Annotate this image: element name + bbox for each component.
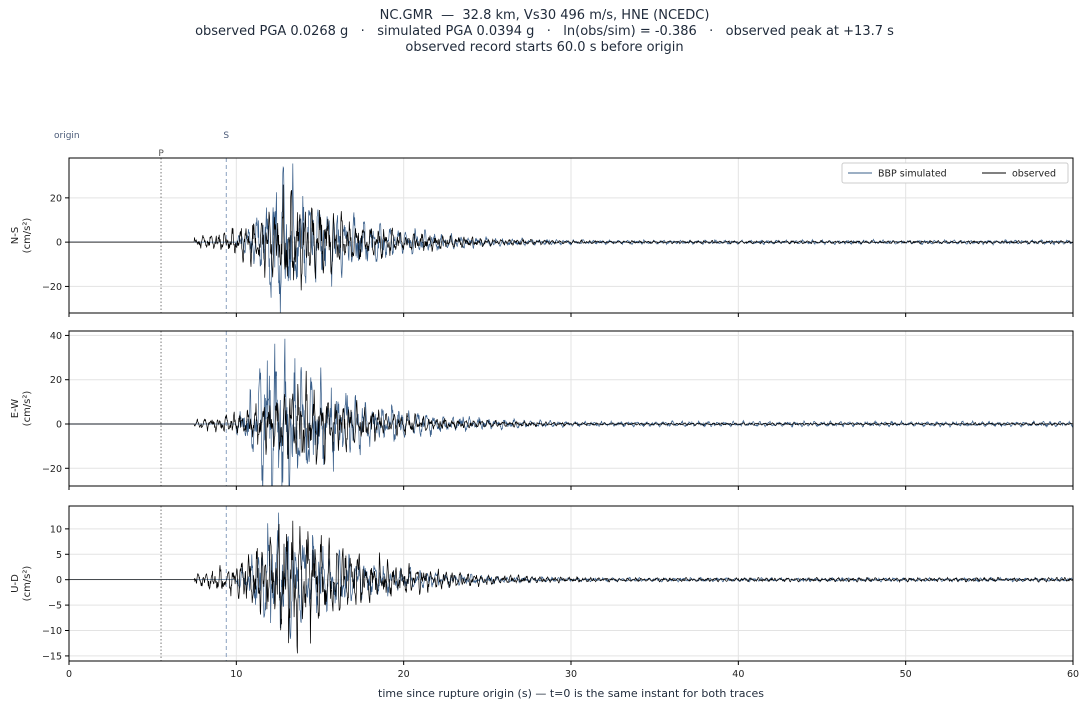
y-tick-label: −15 xyxy=(42,651,62,662)
y-tick-label: 20 xyxy=(50,193,62,204)
title-line-1: NC.GMR — 32.8 km, Vs30 496 m/s, HNE (NCE… xyxy=(379,8,710,23)
legend-label-observed: observed xyxy=(1012,169,1056,180)
x-tick-label: 20 xyxy=(398,669,410,680)
y-tick-label: 0 xyxy=(56,238,62,249)
y-axis-label: E-W xyxy=(10,399,21,419)
y-tick-label: −20 xyxy=(42,464,62,475)
panel-e-w: −20 0 20 40 E-W (cm/s²) xyxy=(10,330,1074,490)
p-marker-label: P xyxy=(158,149,164,159)
y-axis-label: U-D xyxy=(10,574,21,593)
y-tick-label: 0 xyxy=(56,575,62,586)
y-axis-unit-label: (cm/s²) xyxy=(22,391,33,427)
y-tick-label: −10 xyxy=(42,626,62,637)
x-tick-label: 40 xyxy=(732,669,744,680)
chart-title: NC.GMR — 32.8 km, Vs30 496 m/s, HNE (NCE… xyxy=(0,8,1089,56)
s-marker-label: S xyxy=(223,131,229,141)
x-tick-label: 50 xyxy=(900,669,912,680)
panel-n-s: −20 0 20 N-S (cm/s²) BBP simulated observed xyxy=(10,157,1074,317)
x-tick-label: 10 xyxy=(230,669,242,680)
trace-bbp-simulated xyxy=(69,512,1073,639)
y-tick-label: 10 xyxy=(50,524,62,535)
y-axis-unit-label: (cm/s²) xyxy=(22,566,33,602)
panel-u-d: −15 −10 −5 0 5 10 0 10 20 30 40 50 60 U-D (cm/s²) xyxy=(10,505,1079,680)
y-axis-unit-label: (cm/s²) xyxy=(22,218,33,254)
legend-box xyxy=(841,162,1069,184)
y-tick-label: −5 xyxy=(48,601,62,612)
trace-observed xyxy=(69,184,1073,291)
y-axis-label: N-S xyxy=(10,227,21,244)
y-tick-label: 0 xyxy=(56,420,62,431)
x-tick-label: 30 xyxy=(565,669,577,680)
y-tick-label: 20 xyxy=(50,375,62,386)
legend-label-simulated: BBP simulated xyxy=(878,169,947,180)
y-tick-label: −20 xyxy=(42,282,62,293)
origin-marker-label: origin xyxy=(54,131,80,141)
y-tick-label: 40 xyxy=(50,331,62,342)
title-line-3: observed record starts 60.0 s before ori… xyxy=(405,40,684,55)
trace-observed xyxy=(69,520,1073,654)
legend: BBP simulated observed xyxy=(841,162,1069,184)
x-tick-label: 0 xyxy=(66,669,72,680)
x-tick-label: 60 xyxy=(1067,669,1079,680)
trace-observed xyxy=(69,370,1073,465)
x-axis-label: time since rupture origin (s) — t=0 is t… xyxy=(378,687,764,700)
title-line-2: observed PGA 0.0268 g · simulated PGA 0.… xyxy=(195,24,894,39)
y-tick-label: 5 xyxy=(56,550,62,561)
